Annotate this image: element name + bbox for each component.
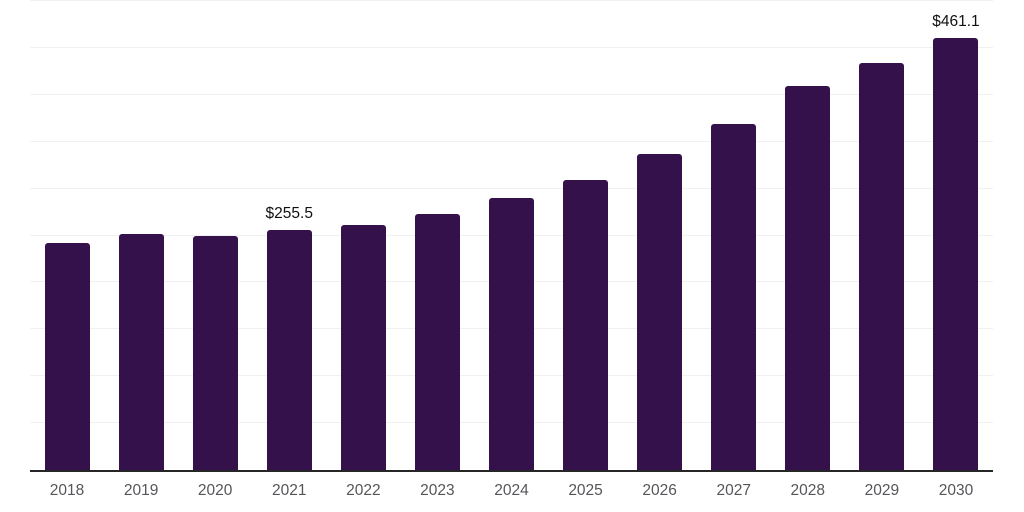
bar-2023: [414, 213, 460, 470]
x-tick-label-2028: 2028: [790, 482, 826, 499]
x-tick-label-2018: 2018: [49, 482, 85, 499]
x-tick-label-2027: 2027: [716, 482, 751, 499]
bar-2025: [563, 179, 609, 470]
x-tick-label-2026: 2026: [642, 482, 677, 499]
bar-2028: [785, 85, 831, 470]
x-tick-label-2022: 2022: [346, 482, 381, 499]
gridline: [30, 140, 993, 142]
gridline: [30, 46, 993, 48]
data-label-2030: $461.1: [932, 12, 980, 30]
bar-2029: [859, 62, 905, 470]
gridline: [30, 0, 993, 1]
x-tick-label-2024: 2024: [494, 482, 529, 499]
bar-2030: [933, 37, 979, 470]
x-tick-label-2019: 2019: [123, 482, 159, 499]
bar-2024: [489, 198, 534, 470]
bar-2022: [340, 224, 386, 470]
bar-2019: [118, 234, 164, 470]
x-tick-label-2021: 2021: [272, 482, 307, 499]
bar-2026: [637, 153, 683, 470]
x-axis: 2018 2019 2020 2021 2022 2023 2024 2025 2026 2027…: [30, 482, 993, 506]
bar-2027: [711, 123, 757, 470]
plot-area: $255.5 $461.1: [30, 0, 993, 472]
bar-2021: [266, 230, 312, 470]
x-tick-label-2025: 2025: [568, 482, 603, 499]
x-tick-label-2020: 2020: [197, 482, 233, 499]
x-tick-label-2030: 2030: [938, 482, 974, 499]
x-tick-label-2023: 2023: [420, 482, 455, 499]
bar-2018: [44, 243, 90, 470]
data-label-2021: $255.5: [265, 205, 313, 223]
gridline: [30, 187, 993, 189]
bar-2020: [192, 235, 238, 470]
gridline: [30, 93, 993, 95]
x-tick-label-2029: 2029: [864, 482, 900, 499]
